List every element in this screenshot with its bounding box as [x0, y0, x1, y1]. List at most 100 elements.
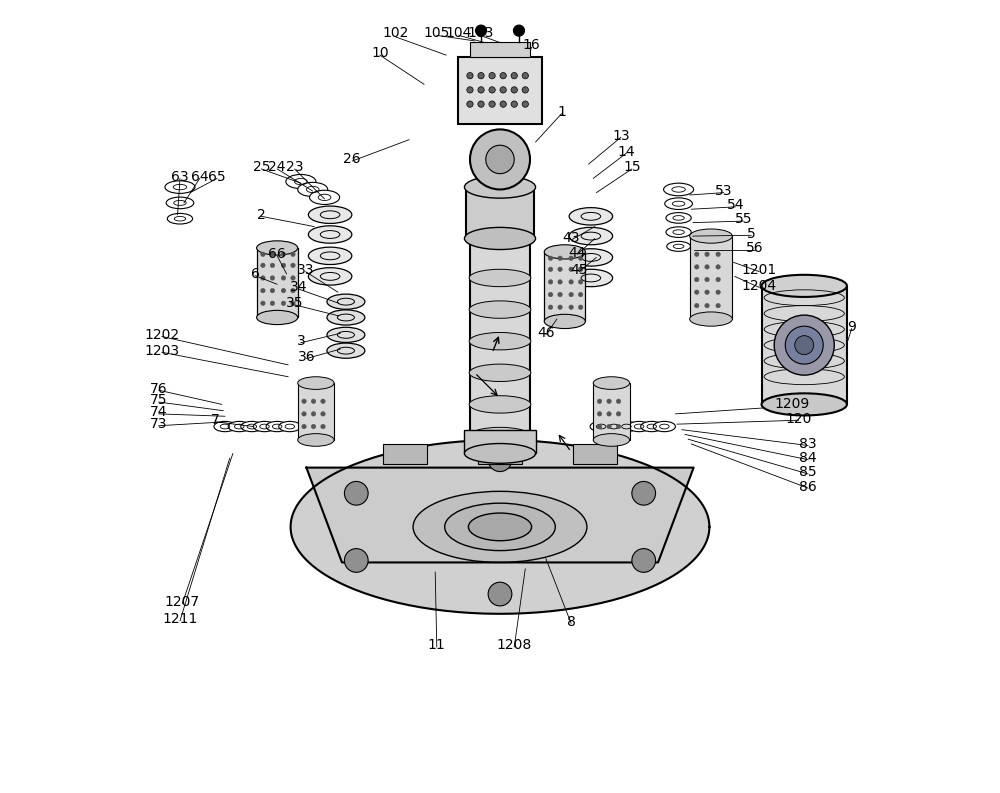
- Ellipse shape: [469, 396, 531, 413]
- Text: 120: 120: [786, 412, 812, 426]
- Ellipse shape: [327, 294, 365, 309]
- Circle shape: [548, 280, 553, 284]
- Ellipse shape: [569, 249, 613, 266]
- Circle shape: [695, 304, 699, 308]
- Bar: [690, 236, 732, 319]
- Circle shape: [321, 412, 325, 416]
- Ellipse shape: [413, 492, 587, 562]
- Circle shape: [705, 265, 709, 269]
- Circle shape: [511, 72, 517, 79]
- Text: 10: 10: [371, 46, 389, 59]
- Bar: [593, 383, 630, 440]
- Text: 16: 16: [523, 38, 540, 52]
- Circle shape: [597, 424, 602, 429]
- Bar: [478, 444, 522, 464]
- Ellipse shape: [253, 421, 276, 431]
- Circle shape: [616, 399, 621, 404]
- Ellipse shape: [327, 310, 365, 325]
- Circle shape: [785, 326, 823, 364]
- Circle shape: [302, 424, 306, 429]
- Ellipse shape: [615, 421, 637, 431]
- Circle shape: [578, 305, 583, 309]
- Circle shape: [270, 252, 275, 256]
- Circle shape: [470, 129, 530, 190]
- Ellipse shape: [667, 241, 690, 251]
- Bar: [458, 57, 542, 124]
- Text: 8: 8: [567, 615, 576, 629]
- Ellipse shape: [298, 182, 328, 197]
- Circle shape: [511, 86, 517, 93]
- Circle shape: [548, 293, 553, 297]
- Circle shape: [511, 101, 517, 107]
- Text: 83: 83: [799, 437, 817, 451]
- Ellipse shape: [464, 176, 536, 198]
- Text: 73: 73: [150, 417, 167, 431]
- Text: 54: 54: [727, 198, 744, 213]
- Bar: [466, 187, 534, 239]
- Ellipse shape: [603, 421, 625, 431]
- Ellipse shape: [569, 228, 613, 245]
- Ellipse shape: [544, 314, 585, 328]
- Circle shape: [795, 335, 814, 354]
- Text: 105: 105: [424, 26, 450, 40]
- Circle shape: [270, 276, 275, 280]
- Text: 44: 44: [569, 246, 586, 259]
- Circle shape: [716, 290, 720, 294]
- Ellipse shape: [569, 208, 613, 225]
- Circle shape: [500, 101, 506, 107]
- Circle shape: [476, 25, 487, 36]
- Circle shape: [522, 101, 528, 107]
- Ellipse shape: [690, 312, 732, 326]
- Text: 103: 103: [467, 26, 493, 40]
- Text: 2: 2: [257, 208, 266, 222]
- Circle shape: [478, 101, 484, 107]
- Circle shape: [488, 582, 512, 606]
- Circle shape: [569, 256, 573, 260]
- Circle shape: [478, 72, 484, 79]
- Circle shape: [302, 399, 306, 404]
- Circle shape: [705, 290, 709, 294]
- Text: 53: 53: [715, 184, 732, 198]
- Circle shape: [321, 424, 325, 429]
- Text: 66: 66: [268, 247, 286, 261]
- Circle shape: [513, 25, 524, 36]
- Text: 56: 56: [746, 241, 764, 255]
- Circle shape: [486, 145, 514, 174]
- Circle shape: [569, 293, 573, 297]
- Circle shape: [705, 278, 709, 282]
- Circle shape: [467, 72, 473, 79]
- Ellipse shape: [590, 421, 612, 431]
- Text: 33: 33: [297, 263, 314, 277]
- Text: 1209: 1209: [775, 397, 810, 412]
- Text: 1202: 1202: [144, 328, 179, 342]
- Ellipse shape: [445, 504, 555, 550]
- Circle shape: [489, 101, 495, 107]
- Text: 7: 7: [211, 413, 220, 427]
- Ellipse shape: [762, 275, 847, 297]
- Ellipse shape: [690, 229, 732, 243]
- Bar: [383, 444, 427, 464]
- Text: 5: 5: [747, 227, 756, 241]
- Circle shape: [695, 290, 699, 294]
- Circle shape: [311, 424, 316, 429]
- Circle shape: [569, 267, 573, 271]
- Circle shape: [281, 252, 286, 256]
- Bar: [544, 252, 585, 321]
- Text: 84: 84: [799, 451, 817, 465]
- Circle shape: [478, 86, 484, 93]
- Circle shape: [281, 263, 286, 267]
- Ellipse shape: [241, 421, 263, 431]
- Ellipse shape: [593, 434, 630, 446]
- Ellipse shape: [544, 245, 585, 259]
- Ellipse shape: [664, 183, 694, 196]
- Ellipse shape: [469, 270, 531, 286]
- Polygon shape: [291, 440, 709, 614]
- Ellipse shape: [298, 377, 334, 389]
- Bar: [762, 285, 847, 404]
- Circle shape: [558, 280, 562, 284]
- Circle shape: [607, 424, 611, 429]
- Circle shape: [311, 412, 316, 416]
- Circle shape: [522, 72, 528, 79]
- Circle shape: [311, 399, 316, 404]
- Text: 1207: 1207: [165, 595, 200, 609]
